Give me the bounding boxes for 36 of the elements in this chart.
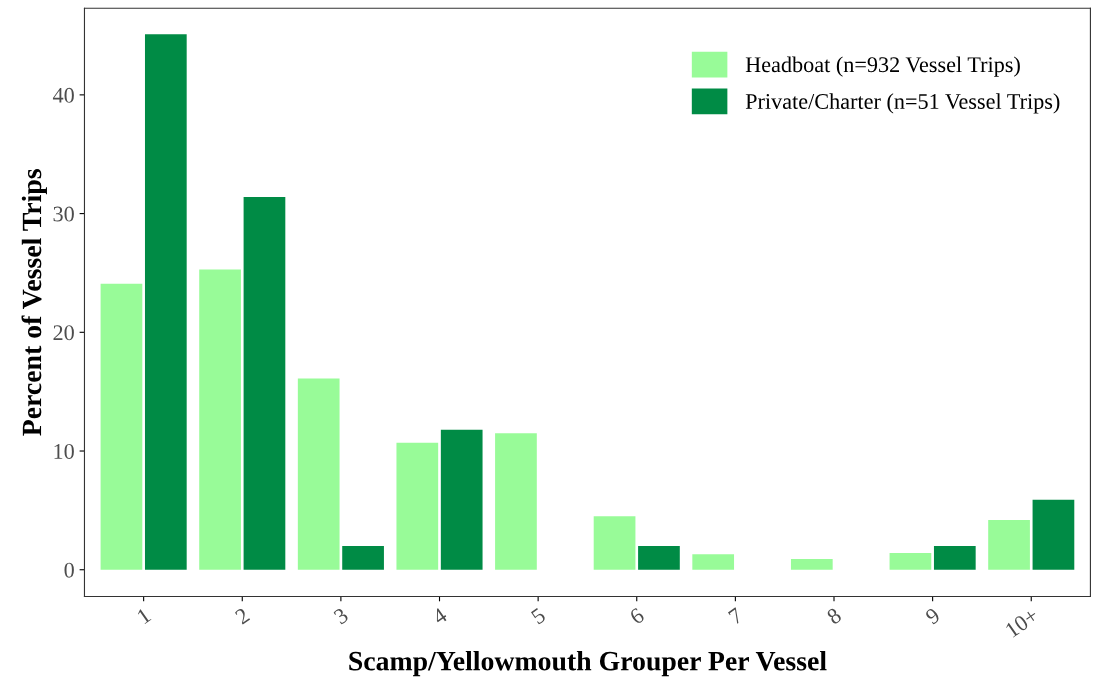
y-tick-label: 0 [64, 562, 74, 578]
y-tick-label: 40 [52, 87, 74, 103]
x-tick-label: 9 [924, 607, 941, 625]
legend-label: Private/Charter (n=51 Vessel Trips) [745, 93, 1060, 114]
x-tick-label: 8 [825, 607, 843, 625]
bar [396, 442, 439, 570]
bar [933, 545, 976, 570]
bar [100, 283, 143, 570]
x-tick-label: 5 [530, 607, 547, 625]
x-tick-label: 2 [234, 607, 251, 625]
bar [988, 519, 1030, 570]
x-tick-label: 3 [333, 607, 350, 625]
x-axis-title: Scamp/Yellowmouth Grouper Per Vessel [349, 650, 827, 677]
bar [199, 269, 241, 570]
y-tick-label: 10 [54, 443, 74, 459]
bar [1032, 499, 1075, 570]
x-tick-label: 4 [431, 607, 449, 625]
y-axis-title: Percent of Vessel Trips [21, 169, 47, 436]
x-tick-label: 7 [727, 607, 744, 625]
bar [889, 553, 932, 570]
legend-label: Headboat (n=932 Vessel Trips) [745, 56, 1020, 77]
bar [440, 429, 483, 570]
bar [495, 433, 537, 570]
bar [593, 516, 636, 570]
bar [144, 34, 187, 570]
x-tick-label: 1 [136, 607, 152, 625]
bar [243, 196, 286, 570]
x-tick-label: 6 [628, 607, 646, 625]
y-tick-label: 30 [53, 206, 74, 222]
bar [638, 545, 680, 570]
y-tick-label: 20 [53, 325, 74, 341]
bar [297, 378, 340, 570]
bar [342, 545, 384, 570]
bar [790, 559, 833, 570]
x-tick-label: 10+ [1004, 607, 1040, 638]
bar [692, 554, 735, 570]
